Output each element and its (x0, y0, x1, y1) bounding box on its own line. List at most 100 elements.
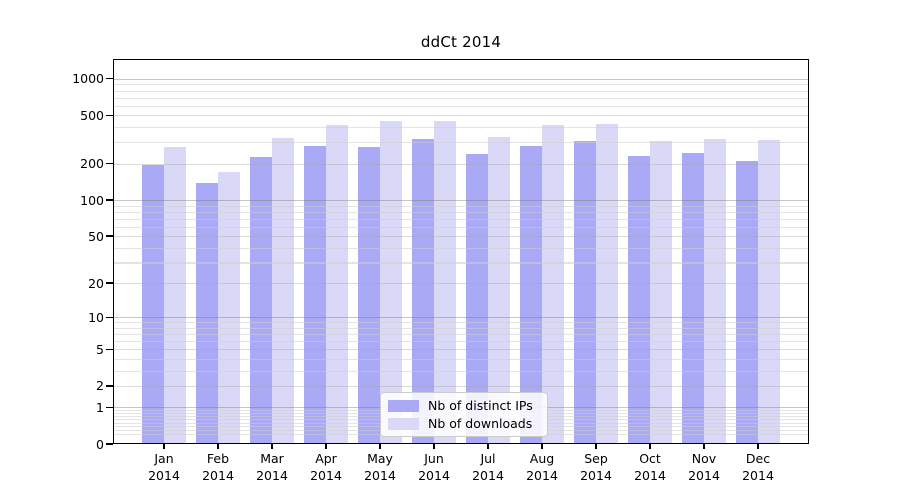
bar-downloads (704, 138, 726, 444)
y-tick-mark (106, 348, 113, 350)
x-tick-label: Nov 2014 (688, 451, 720, 483)
gridline-minor (113, 247, 809, 249)
x-tick-mark (217, 444, 219, 449)
gridline (113, 236, 809, 238)
bar-ips (304, 145, 326, 444)
y-tick-mark (106, 114, 113, 117)
y-tick-mark (106, 385, 113, 387)
y-tick-label: 200 (80, 156, 104, 172)
legend-label-distinct-ips: Nb of distinct IPs (428, 397, 533, 413)
y-tick-mark (106, 406, 113, 409)
gridline-minor (113, 327, 809, 329)
y-tick-mark (106, 78, 113, 80)
chart-title: ddCt 2014 (420, 33, 502, 51)
bar-ips (142, 165, 164, 444)
bar-ips (736, 160, 758, 444)
x-tick-label: Apr 2014 (310, 451, 342, 483)
gridline-minor (113, 205, 809, 207)
bar-downloads (272, 138, 294, 444)
x-tick-mark (703, 444, 705, 449)
x-tick-label: Aug 2014 (526, 451, 558, 483)
gridline-minor (113, 334, 809, 336)
y-tick-label: 50 (88, 228, 104, 244)
y-tick-mark (106, 235, 113, 237)
bar-ips (358, 147, 380, 444)
gridline (113, 349, 809, 351)
bar-downloads (218, 171, 240, 444)
bar-downloads (434, 121, 456, 444)
gridline-minor (113, 90, 809, 92)
bar-downloads (596, 123, 618, 444)
legend-swatch-distinct-ips-icon (388, 399, 419, 412)
legend-item-downloads: Nb of downloads (388, 415, 547, 431)
x-tick-mark (757, 444, 759, 449)
y-tick-label: 2 (96, 378, 104, 394)
gridline (113, 163, 809, 165)
plot-area (113, 59, 809, 444)
y-tick-mark (106, 443, 113, 445)
y-tick-mark (106, 162, 113, 165)
y-tick-label: 500 (80, 107, 104, 123)
bar-ips (628, 155, 650, 444)
legend-item-distinct-ips: Nb of distinct IPs (388, 397, 547, 413)
x-tick-mark (325, 444, 327, 449)
bar-downloads (164, 146, 186, 444)
gridline-minor (113, 226, 809, 228)
bar-ips (250, 157, 272, 444)
bar-ips (412, 138, 434, 444)
x-tick-label: Mar 2014 (256, 451, 288, 483)
gridline-minor (113, 127, 809, 129)
x-tick-mark (541, 444, 543, 449)
y-tick-label: 10 (88, 309, 104, 325)
legend-swatch-downloads-icon (388, 417, 419, 430)
bar-downloads (542, 124, 564, 444)
y-tick-label: 1 (96, 399, 104, 415)
bar-downloads (380, 120, 402, 444)
gridline-minor (113, 358, 809, 361)
x-tick-label: Jun 2014 (418, 451, 450, 483)
gridline-minor (113, 218, 809, 220)
y-tick-label: 20 (88, 275, 104, 291)
bar-downloads (326, 124, 348, 444)
y-tick-label: 5 (96, 341, 104, 357)
x-tick-mark (487, 444, 489, 449)
x-tick-mark (379, 444, 381, 449)
gridline-minor (113, 105, 809, 107)
y-tick-label: 100 (80, 192, 104, 208)
x-tick-label: Oct 2014 (634, 451, 666, 483)
gridline-minor (113, 262, 809, 264)
bar-downloads (758, 139, 780, 444)
x-tick-mark (649, 444, 651, 449)
y-tick-mark (106, 199, 113, 201)
gridline (113, 317, 809, 319)
gridline (113, 78, 809, 80)
x-tick-mark (163, 444, 165, 449)
x-tick-mark (271, 444, 273, 449)
y-tick-mark (106, 282, 113, 284)
gridline-minor (113, 84, 809, 86)
bar-ips (520, 146, 542, 444)
bars-layer (113, 59, 809, 444)
gridline-minor (113, 370, 809, 372)
x-tick-label: Feb 2014 (202, 451, 234, 483)
x-tick-label: Sep 2014 (580, 451, 612, 483)
gridline (113, 200, 809, 202)
x-tick-mark (595, 444, 597, 449)
gridline (113, 385, 809, 388)
x-tick-label: Dec 2014 (742, 451, 774, 483)
gridline (113, 115, 809, 117)
y-tick-label: 0 (96, 436, 104, 452)
gridline-minor (113, 142, 809, 144)
x-tick-label: Jan 2014 (148, 451, 180, 483)
x-tick-label: May 2014 (364, 451, 396, 483)
y-tick-label: 1000 (72, 71, 104, 87)
gridline-minor (113, 211, 809, 213)
x-tick-mark (433, 444, 435, 449)
gridline (113, 283, 809, 285)
legend-label-downloads: Nb of downloads (428, 415, 533, 431)
legend: Nb of distinct IPs Nb of downloads (380, 392, 548, 437)
gridline-minor (113, 97, 809, 99)
grid-layer (113, 59, 809, 444)
bar-downloads (488, 136, 510, 444)
